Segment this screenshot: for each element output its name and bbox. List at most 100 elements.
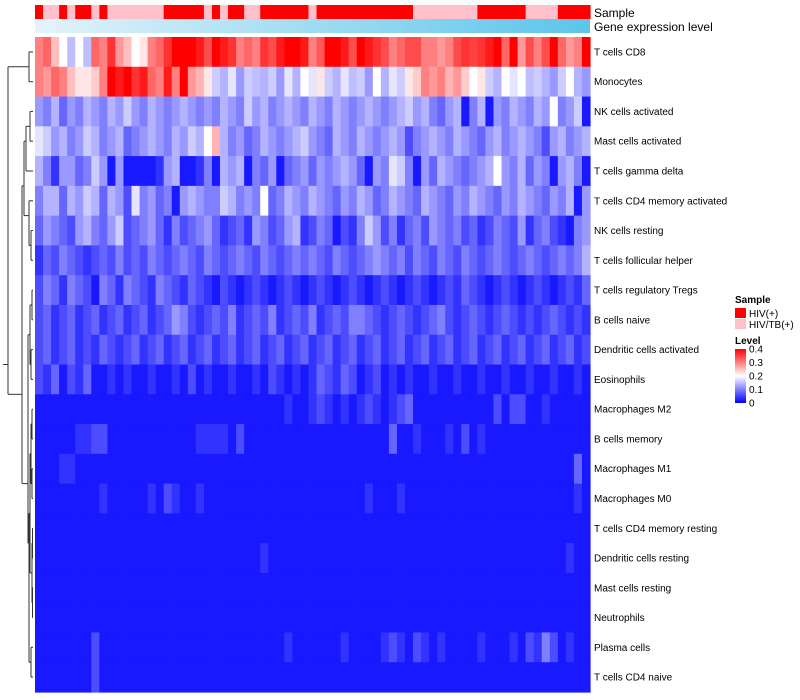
- heatmap-cell: [244, 96, 253, 127]
- heatmap-cell: [557, 424, 567, 455]
- heatmap-cell: [147, 275, 157, 306]
- heatmap-cell: [139, 394, 149, 425]
- heatmap-cell: [43, 543, 52, 574]
- heatmap-cell: [147, 37, 157, 68]
- heatmap-cell: [139, 572, 149, 604]
- heatmap-cell: [268, 215, 277, 247]
- heatmap-cell: [244, 453, 253, 485]
- sample-cell: [581, 5, 591, 19]
- heatmap-cell: [340, 304, 350, 336]
- heatmap-cell: [203, 156, 213, 187]
- heatmap-cell: [405, 156, 414, 187]
- heatmap-cell: [252, 215, 261, 247]
- heatmap-cell: [485, 394, 495, 425]
- heatmap-cell: [364, 126, 374, 157]
- heatmap-cell: [340, 394, 350, 425]
- heatmap-cell: [300, 424, 310, 455]
- heatmap-cell: [517, 394, 527, 425]
- heatmap-cell: [187, 245, 197, 276]
- row-label: Mast cells activated: [594, 137, 681, 148]
- sample-cell: [469, 5, 478, 19]
- heatmap-cell: [220, 245, 229, 276]
- heatmap-cell: [131, 156, 141, 187]
- heatmap-cell: [485, 304, 495, 336]
- sample-cell: [565, 5, 575, 19]
- heatmap-cell: [276, 513, 285, 544]
- heatmap-cell: [155, 334, 165, 366]
- heatmap-cell: [171, 513, 181, 544]
- heatmap-cell: [549, 424, 559, 455]
- heatmap-cell: [485, 572, 495, 604]
- heatmap-cell: [469, 245, 478, 276]
- heatmap-cell: [220, 394, 229, 425]
- heatmap-cell: [67, 334, 76, 366]
- heatmap-cell: [171, 424, 181, 455]
- heatmap-cell: [236, 394, 245, 425]
- heatmap-cell: [276, 394, 285, 425]
- heatmap-cell: [67, 424, 76, 455]
- heatmap-cell: [533, 334, 543, 366]
- heatmap-cell: [155, 453, 165, 485]
- heatmap-cell: [501, 37, 511, 68]
- heatmap-cell: [67, 66, 76, 98]
- heatmap-cell: [147, 632, 157, 663]
- heatmap-cell: [107, 394, 117, 425]
- heatmap-cell: [236, 185, 245, 217]
- heatmap-cell: [356, 394, 366, 425]
- heatmap-cell: [99, 602, 108, 634]
- heatmap-cell: [59, 245, 68, 276]
- heatmap-cell: [396, 215, 406, 247]
- heatmap-cell: [413, 66, 422, 98]
- heatmap-cell: [421, 245, 430, 276]
- heatmap-cell: [75, 453, 84, 485]
- heatmap-cell: [236, 275, 245, 306]
- heatmap-cell: [236, 334, 245, 366]
- heatmap-cell: [115, 662, 125, 693]
- heatmap-cell: [67, 245, 76, 276]
- heatmap-cell: [43, 632, 52, 663]
- heatmap-cell: [485, 662, 495, 693]
- heatmap-cell: [549, 513, 559, 544]
- heatmap-cell: [461, 602, 470, 634]
- heatmap-cell: [485, 185, 495, 217]
- heatmap-cell: [364, 424, 374, 455]
- heatmap-cell: [163, 394, 173, 425]
- heatmap-cell: [107, 96, 117, 127]
- heatmap-cell: [163, 334, 173, 366]
- heatmap-cell: [533, 304, 543, 336]
- heatmap-cell: [372, 453, 382, 485]
- heatmap-cell: [493, 424, 503, 455]
- sample-cell: [211, 5, 221, 19]
- heatmap-cell: [308, 334, 318, 366]
- heatmap-cell: [244, 215, 253, 247]
- heatmap-cell: [123, 513, 133, 544]
- heatmap-cell: [308, 513, 318, 544]
- heatmap-cell: [517, 96, 527, 127]
- heatmap-cell: [187, 513, 197, 544]
- heatmap-cell: [292, 424, 302, 455]
- heatmap-cell: [35, 483, 44, 514]
- heatmap-cell: [525, 602, 535, 634]
- heatmap-cell: [292, 513, 302, 544]
- heatmap-cell: [228, 632, 237, 663]
- legend-level-ticks: 0.40.30.20.10: [749, 345, 763, 410]
- heatmap-cell: [123, 156, 133, 187]
- heatmap-cell: [388, 483, 398, 514]
- heatmap-cell: [332, 245, 342, 276]
- heatmap-cell: [220, 453, 229, 485]
- heatmap-cell: [396, 304, 406, 336]
- heatmap-cell: [461, 37, 470, 68]
- row-label: Plasma cells: [594, 643, 650, 654]
- heatmap-cell: [445, 632, 454, 663]
- heatmap-cell: [429, 245, 438, 276]
- heatmap-cell: [453, 453, 462, 485]
- heatmap-cell: [284, 364, 293, 395]
- heatmap-cell: [163, 126, 173, 157]
- heatmap-cell: [396, 334, 406, 366]
- heatmap-cell: [388, 66, 398, 98]
- heatmap-cell: [445, 364, 454, 395]
- heatmap-cell: [284, 424, 293, 455]
- heatmap-cell: [171, 156, 181, 187]
- heatmap-cell: [115, 602, 125, 634]
- heatmap-cell: [461, 572, 470, 604]
